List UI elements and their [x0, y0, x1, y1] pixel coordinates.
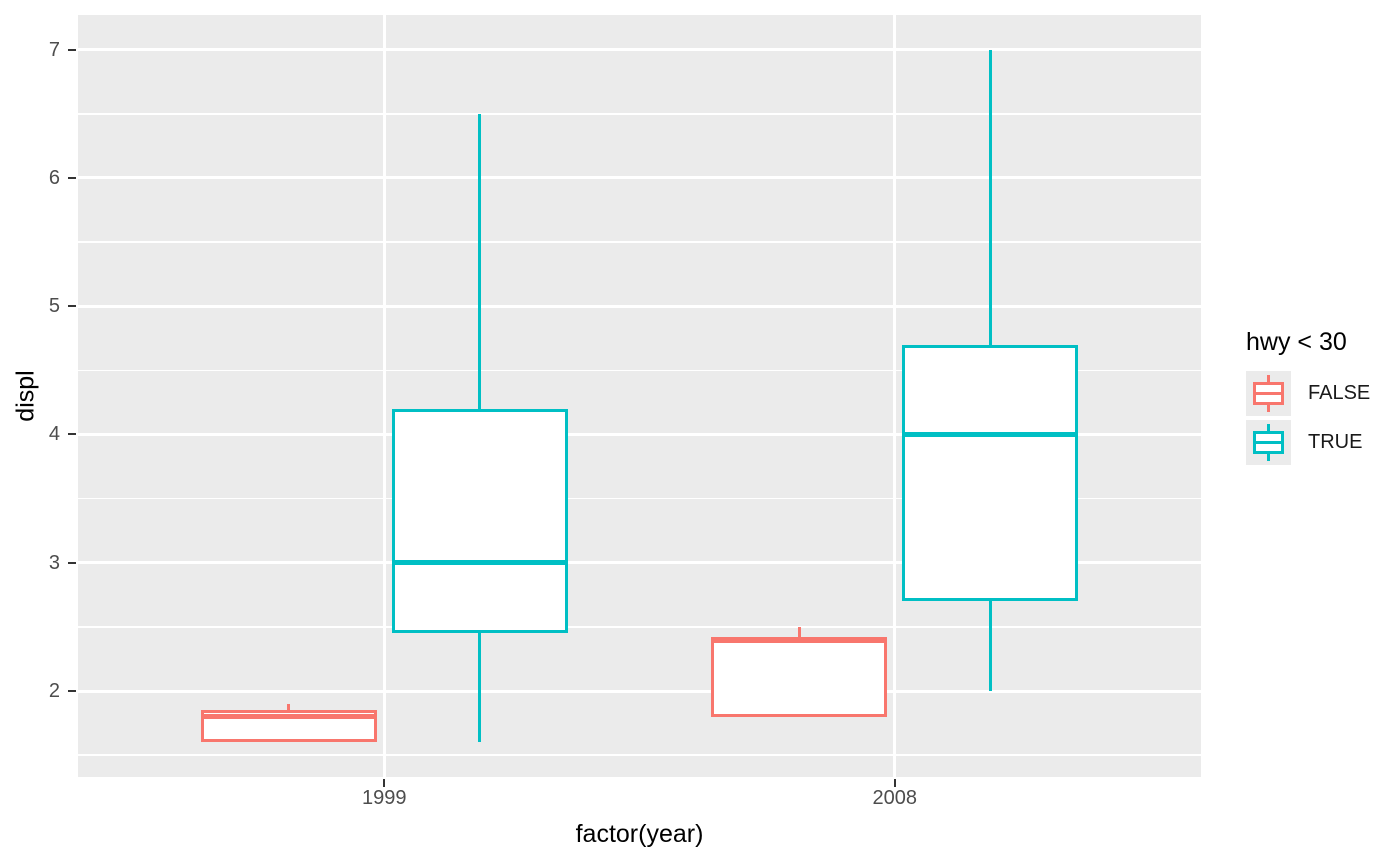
y-tick-mark: [68, 561, 76, 564]
y-tick-label: 4: [48, 423, 60, 446]
x-tick-label: 1999: [362, 787, 407, 809]
upper-whisker: [478, 113, 482, 409]
lower-whisker: [478, 633, 482, 743]
box-median: [200, 714, 377, 720]
y-minor-gridline: [78, 369, 1201, 372]
legend-key-median: [1253, 392, 1284, 395]
box-median: [711, 637, 888, 643]
box-iqr: [391, 408, 568, 634]
legend-item-label: TRUE: [1308, 431, 1363, 453]
y-tick-label: 6: [48, 166, 60, 189]
legend-key: [1246, 371, 1291, 416]
x-axis-title: factor(year): [575, 820, 704, 848]
plot-panel: [78, 15, 1201, 777]
y-major-gridline: [78, 561, 1201, 565]
y-major-gridline: [78, 48, 1201, 52]
legend-items: FALSE TRUE: [1246, 371, 1370, 465]
y-minor-gridline: [78, 113, 1201, 115]
upper-whisker: [797, 626, 801, 640]
lower-whisker: [988, 601, 992, 692]
y-major-gridline: [78, 432, 1201, 436]
y-major-gridline: [78, 689, 1201, 693]
upper-whisker: [988, 49, 992, 345]
x-major-gridline: [893, 15, 897, 777]
y-tick-mark: [68, 433, 76, 436]
y-minor-gridline: [78, 497, 1201, 500]
legend-item: TRUE: [1246, 420, 1370, 465]
box-iqr: [711, 639, 888, 717]
legend-item-label: FALSE: [1308, 382, 1371, 404]
x-tick-mark: [383, 779, 386, 787]
box-iqr: [902, 344, 1079, 602]
y-tick-mark: [68, 48, 76, 51]
x-tick-mark: [893, 779, 896, 787]
y-tick-mark: [68, 690, 76, 693]
y-tick-label: 2: [48, 680, 60, 703]
legend-key-median: [1253, 441, 1284, 444]
legend: hwy < 30 FALSE TRUE: [1246, 328, 1370, 469]
y-axis-title: displ: [11, 370, 40, 422]
upper-whisker: [287, 703, 291, 711]
y-minor-gridline: [78, 241, 1201, 243]
y-tick-label: 3: [48, 551, 60, 574]
legend-item: FALSE: [1246, 371, 1370, 416]
x-major-gridline: [382, 15, 386, 777]
y-minor-gridline: [78, 754, 1201, 756]
legend-key: [1246, 420, 1291, 465]
y-tick-label: 5: [48, 295, 60, 318]
legend-title: hwy < 30: [1246, 328, 1347, 356]
y-major-gridline: [78, 304, 1201, 308]
y-tick-mark: [68, 176, 76, 179]
y-tick-mark: [68, 305, 76, 308]
x-tick-label: 2008: [872, 787, 917, 809]
y-tick-label: 7: [48, 38, 60, 61]
y-minor-gridline: [78, 626, 1201, 628]
box-median: [391, 560, 568, 566]
box-median: [902, 431, 1079, 437]
y-major-gridline: [78, 176, 1201, 180]
